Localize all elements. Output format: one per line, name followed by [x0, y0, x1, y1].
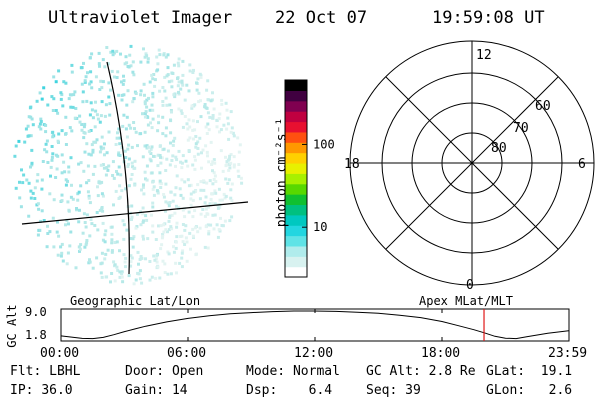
xtick-label-2: 12:00 — [294, 346, 334, 361]
altitude-plot-frame — [60, 308, 570, 342]
polar-label-top: 12 — [476, 48, 492, 63]
colorbar-band — [285, 162, 307, 174]
colorbar-band — [285, 152, 307, 164]
colorbar-band — [285, 194, 307, 206]
altitude-ytick-bottom: 1.8 — [25, 328, 47, 342]
colorbar-band — [285, 225, 307, 237]
xtick-label-1: 06:00 — [167, 346, 207, 361]
colorbar-band — [285, 235, 307, 247]
xtick-label-3: 18:00 — [421, 346, 461, 361]
status-filter: Flt: LBHL — [10, 364, 81, 379]
xtick-label-0: 00:00 — [40, 346, 80, 361]
status-glat: GLat: 19.1 — [486, 364, 573, 379]
status-gc-alt: GC Alt: 2.8 Re — [366, 364, 476, 379]
colorbar-band — [285, 100, 307, 112]
polar-diagonal-2 — [385, 76, 559, 250]
colorbar-band — [285, 131, 307, 143]
altitude-ytick-top: 9.0 — [25, 305, 47, 319]
colorbar-band — [285, 173, 307, 185]
status-seq: Seq: 39 — [366, 383, 421, 398]
colorbar-tick-label-1: 100 — [313, 137, 335, 151]
status-door: Door: Open — [125, 364, 204, 379]
colorbar-band — [285, 121, 307, 133]
colorbar-band — [285, 266, 307, 278]
colorbar-band — [285, 90, 307, 102]
colorbar-band — [285, 183, 307, 195]
instrument-title: Ultraviolet Imager — [48, 8, 233, 28]
altitude-curve — [60, 310, 569, 340]
caption-geographic: Geographic Lat/Lon — [70, 294, 201, 308]
polar-label-right: 6 — [578, 157, 586, 172]
colorbar-band — [285, 256, 307, 268]
status-ip: IP: 36.0 — [10, 383, 73, 398]
colorbar-ticks: 10 100 — [302, 137, 335, 234]
colorbar-tick-label-0: 10 — [313, 220, 327, 234]
status-mode: Mode: Normal — [246, 364, 340, 379]
colorbar-band — [285, 214, 307, 226]
colorbar-band — [285, 111, 307, 123]
xtick-label-4: 23:59 — [548, 346, 588, 361]
colorbar-band — [285, 142, 307, 154]
colorbar-band — [285, 204, 307, 216]
colorbar-band — [285, 245, 307, 257]
time-label: 19:59:08 UT — [432, 8, 545, 28]
colorbar-gradient — [285, 80, 307, 278]
date-label: 22 Oct 07 — [275, 8, 368, 28]
status-dsp: Dsp: 6.4 — [246, 383, 333, 398]
polar-lat-label-80: 80 — [491, 141, 507, 156]
colorbar-border — [284, 79, 308, 278]
polar-lat-label-60: 60 — [535, 99, 551, 114]
colorbar-band — [285, 80, 307, 91]
caption-apex: Apex MLat/MLT — [419, 294, 513, 308]
status-gain: Gain: 14 — [125, 383, 188, 398]
polar-lat-label-70: 70 — [513, 121, 529, 136]
polar-label-bottom: 0 — [466, 278, 474, 293]
status-glon: GLon: 2.6 — [486, 383, 573, 398]
polar-label-left: 18 — [344, 157, 360, 172]
